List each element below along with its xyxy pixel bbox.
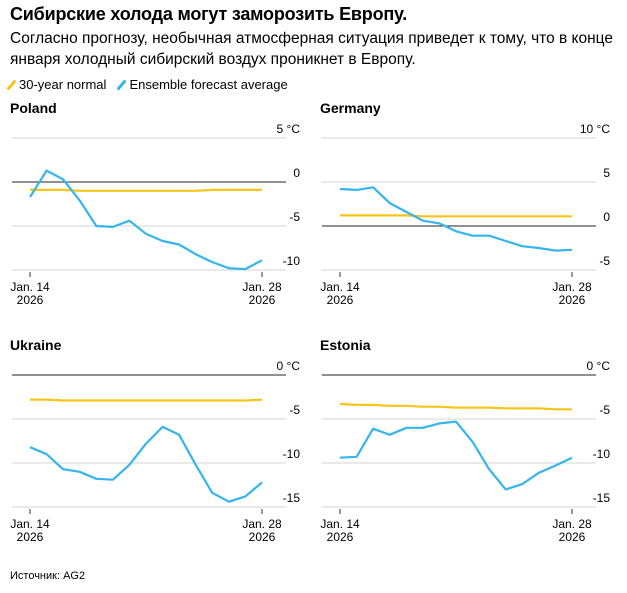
series-line-normal: [30, 188, 262, 192]
panel-estonia: Estonia 0 °C -5 -10 -15 Jan. 14 2026 Jan. 28 202…: [310, 335, 620, 550]
chart-title: Сибирские холода могут заморозить Европу…: [10, 4, 408, 24]
chart-subtitle: Согласно прогнозу, необычная атмосферная…: [10, 30, 614, 68]
series-line-normal: [30, 398, 263, 402]
y-tick-label: -15: [283, 491, 301, 505]
y-tick-label: 0: [293, 166, 300, 180]
x-tick-label: Jan. 14: [10, 517, 50, 531]
x-tick-label-year: 2026: [327, 293, 354, 307]
panel-poland: Poland 5 °C 0 -5 -10 Jan. 14 2026 Jan. 28 2026: [0, 98, 310, 313]
series-line-normal: [339, 402, 572, 411]
legend-swatch-forecast: [116, 78, 127, 91]
x-tick-label: Jan. 28: [552, 280, 592, 294]
y-tick-label: -5: [599, 403, 610, 417]
x-tick-label: Jan. 28: [242, 517, 282, 531]
legend-swatch-normal: [6, 78, 17, 91]
x-tick-label-year: 2026: [249, 293, 276, 307]
panel-title: Estonia: [320, 337, 371, 353]
x-tick-label-year: 2026: [17, 293, 44, 307]
panel-germany: Germany 10 °C 5 0 -5 Jan. 14 2026 Jan. 28 2026: [310, 98, 620, 313]
panel-ukraine: Ukraine 0 °C -5 -10 -15 Jan. 14 2026 Jan. 28 202…: [0, 335, 310, 550]
y-tick-label: -15: [593, 491, 611, 505]
y-tick-label: -10: [283, 447, 301, 461]
y-tick-label: -5: [599, 254, 610, 268]
series-line-forecast: [29, 169, 263, 271]
legend-item-normal: 30-year normal: [6, 77, 107, 92]
y-tick-label: -10: [593, 447, 611, 461]
panel-title: Poland: [10, 100, 57, 116]
y-tick-label: 0: [603, 210, 610, 224]
x-tick-label: Jan. 14: [320, 280, 360, 294]
y-tick-label: 5 °C: [277, 122, 301, 136]
legend-item-forecast: Ensemble forecast average: [116, 77, 288, 92]
y-tick-label: 5: [603, 166, 610, 180]
y-tick-label: -10: [283, 254, 301, 268]
x-tick-label-year: 2026: [327, 530, 354, 544]
x-tick-label-year: 2026: [249, 530, 276, 544]
y-tick-label: 0 °C: [587, 359, 611, 373]
x-tick-label: Jan. 28: [552, 517, 592, 531]
y-tick-label: 0 °C: [277, 359, 301, 373]
series-line-forecast: [29, 425, 263, 503]
series-line-normal: [340, 214, 572, 218]
x-tick-label-year: 2026: [559, 530, 586, 544]
series-line-forecast: [339, 420, 573, 491]
x-tick-label-year: 2026: [559, 293, 586, 307]
source-note: Источник: AG2: [10, 570, 86, 582]
x-tick-label-year: 2026: [17, 530, 44, 544]
x-tick-label: Jan. 14: [10, 280, 50, 294]
series-line-forecast: [339, 186, 573, 252]
legend-label: 30-year normal: [19, 77, 107, 92]
panel-title: Germany: [320, 100, 381, 116]
y-tick-label: -5: [289, 210, 300, 224]
y-tick-label: -5: [289, 403, 300, 417]
x-tick-label: Jan. 14: [320, 517, 360, 531]
legend-label: Ensemble forecast average: [129, 77, 288, 92]
x-tick-label: Jan. 28: [242, 280, 282, 294]
panel-title: Ukraine: [10, 337, 62, 353]
legend: 30-year normal Ensemble forecast average: [6, 77, 288, 92]
y-tick-label: 10 °C: [580, 122, 610, 136]
